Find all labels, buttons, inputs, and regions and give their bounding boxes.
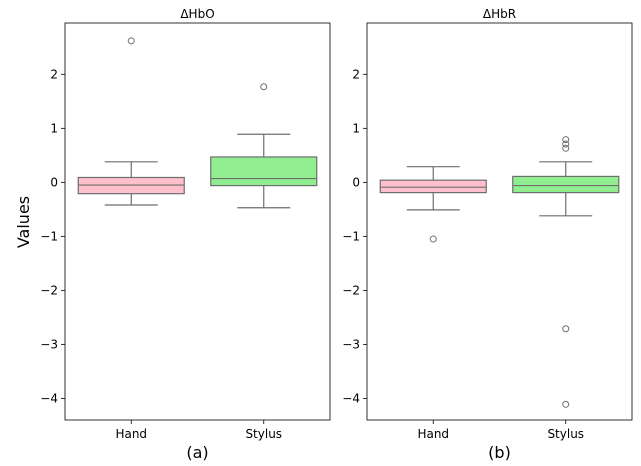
panel-a: ΔHbO 2 1 0 −1 −2 −3 −4 Hand Stylus (a): [40, 7, 331, 462]
y-tick-label: 2: [352, 67, 360, 81]
box-iqr: [512, 175, 620, 194]
y-tick-label: −3: [40, 337, 58, 351]
outlier-point: [260, 83, 268, 91]
x-tick-label: Hand: [417, 427, 449, 441]
y-tick-label: −1: [342, 229, 360, 243]
y-axis-label: Values: [14, 196, 33, 248]
y-tick-label: −2: [40, 283, 58, 297]
x-tick-label: Stylus: [547, 427, 584, 441]
outlier-point: [127, 37, 135, 45]
outlier-point: [562, 400, 570, 408]
x-tick-label: Stylus: [245, 427, 282, 441]
box-stylus: [210, 83, 318, 209]
outlier-point: [562, 136, 570, 144]
y-tick-label: 0: [50, 175, 58, 189]
y-tick-label: −4: [40, 391, 58, 405]
box-iqr: [379, 179, 487, 194]
box-stylus: [512, 136, 620, 408]
y-tick-label: −3: [342, 337, 360, 351]
x-axis-label: (b): [488, 443, 511, 462]
x-axis-label: (a): [186, 443, 208, 462]
outlier-point: [562, 140, 570, 148]
outlier-point: [562, 144, 570, 152]
x-tick-label: Hand: [115, 427, 147, 441]
outlier-point: [562, 325, 570, 333]
plot-frame: [366, 22, 633, 421]
y-tick-label: 1: [50, 121, 58, 135]
panel-title: ΔHbO: [180, 7, 214, 21]
outlier-point: [429, 235, 437, 243]
panel-title: ΔHbR: [483, 7, 516, 21]
panel-b: ΔHbR 2 1 0 −1 −2 −3 −4 Hand Stylus (b): [342, 7, 633, 462]
y-tick-label: 0: [352, 175, 360, 189]
box-hand: [379, 166, 487, 243]
y-tick-label: −2: [342, 283, 360, 297]
plot-frame: [64, 22, 331, 421]
box-hand: [77, 37, 185, 206]
y-tick-label: −4: [342, 391, 360, 405]
y-tick-label: −1: [40, 229, 58, 243]
y-tick-label: 2: [50, 67, 58, 81]
y-tick-label: 1: [352, 121, 360, 135]
box-iqr: [210, 156, 318, 187]
